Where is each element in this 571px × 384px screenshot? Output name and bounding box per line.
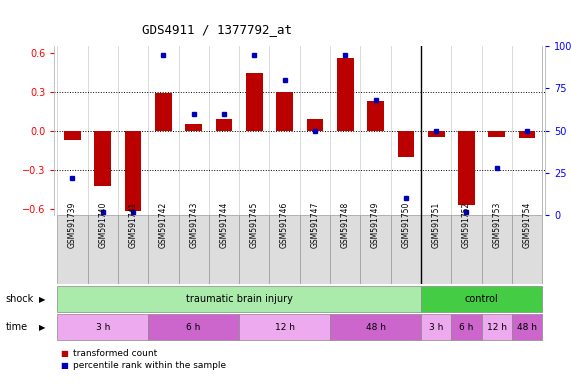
Text: GDS4911 / 1377792_at: GDS4911 / 1377792_at bbox=[142, 23, 292, 36]
Text: GSM591745: GSM591745 bbox=[250, 202, 259, 248]
Text: GSM591746: GSM591746 bbox=[280, 202, 289, 248]
Text: GSM591753: GSM591753 bbox=[492, 202, 501, 248]
Bar bbox=[276, 91, 293, 131]
Bar bbox=[239, 215, 270, 284]
Text: GSM591743: GSM591743 bbox=[189, 202, 198, 248]
Bar bbox=[421, 215, 451, 284]
Text: 6 h: 6 h bbox=[459, 323, 474, 332]
Bar bbox=[391, 215, 421, 284]
Text: percentile rank within the sample: percentile rank within the sample bbox=[73, 361, 226, 371]
Text: GSM591742: GSM591742 bbox=[159, 202, 168, 248]
Text: 48 h: 48 h bbox=[365, 323, 385, 332]
Text: 12 h: 12 h bbox=[275, 323, 295, 332]
Text: GSM591747: GSM591747 bbox=[311, 202, 319, 248]
Bar bbox=[360, 215, 391, 284]
Bar bbox=[270, 215, 300, 284]
Bar bbox=[186, 124, 202, 131]
Bar bbox=[367, 101, 384, 131]
Bar bbox=[482, 215, 512, 284]
Text: 48 h: 48 h bbox=[517, 323, 537, 332]
Text: GSM591749: GSM591749 bbox=[371, 202, 380, 248]
Bar bbox=[87, 215, 118, 284]
Bar bbox=[64, 131, 81, 140]
Text: transformed count: transformed count bbox=[73, 349, 157, 358]
Bar bbox=[307, 119, 323, 131]
Text: GSM591750: GSM591750 bbox=[401, 202, 411, 248]
Bar bbox=[512, 215, 542, 284]
Bar bbox=[118, 215, 148, 284]
Bar bbox=[57, 215, 87, 284]
Text: 3 h: 3 h bbox=[429, 323, 443, 332]
Bar bbox=[209, 215, 239, 284]
Bar bbox=[428, 131, 444, 137]
Bar bbox=[337, 58, 353, 131]
Bar bbox=[148, 215, 179, 284]
Text: GSM591751: GSM591751 bbox=[432, 202, 441, 248]
Bar bbox=[124, 131, 142, 211]
Bar bbox=[155, 93, 172, 131]
Text: ■: ■ bbox=[60, 349, 68, 358]
Bar bbox=[179, 215, 209, 284]
Bar bbox=[300, 215, 330, 284]
Text: 3 h: 3 h bbox=[95, 323, 110, 332]
Text: control: control bbox=[465, 294, 498, 304]
Bar bbox=[94, 131, 111, 187]
Text: shock: shock bbox=[6, 294, 34, 304]
Text: 6 h: 6 h bbox=[187, 323, 201, 332]
Text: time: time bbox=[6, 322, 28, 332]
Text: ▶: ▶ bbox=[39, 295, 45, 304]
Bar bbox=[246, 73, 263, 131]
Text: GSM591739: GSM591739 bbox=[68, 202, 77, 248]
Bar bbox=[216, 119, 232, 131]
Text: GSM591754: GSM591754 bbox=[522, 202, 532, 248]
Text: 12 h: 12 h bbox=[487, 323, 507, 332]
Bar bbox=[519, 131, 536, 138]
Bar bbox=[451, 215, 482, 284]
Text: GSM591748: GSM591748 bbox=[341, 202, 350, 248]
Bar bbox=[488, 131, 505, 137]
Bar bbox=[397, 131, 414, 157]
Text: traumatic brain injury: traumatic brain injury bbox=[186, 294, 292, 304]
Text: GSM591740: GSM591740 bbox=[98, 202, 107, 248]
Bar bbox=[330, 215, 360, 284]
Text: GSM591744: GSM591744 bbox=[219, 202, 228, 248]
Text: ▶: ▶ bbox=[39, 323, 45, 332]
Text: GSM591741: GSM591741 bbox=[128, 202, 138, 248]
Bar bbox=[458, 131, 475, 205]
Text: ■: ■ bbox=[60, 361, 68, 371]
Text: GSM591752: GSM591752 bbox=[462, 202, 471, 248]
